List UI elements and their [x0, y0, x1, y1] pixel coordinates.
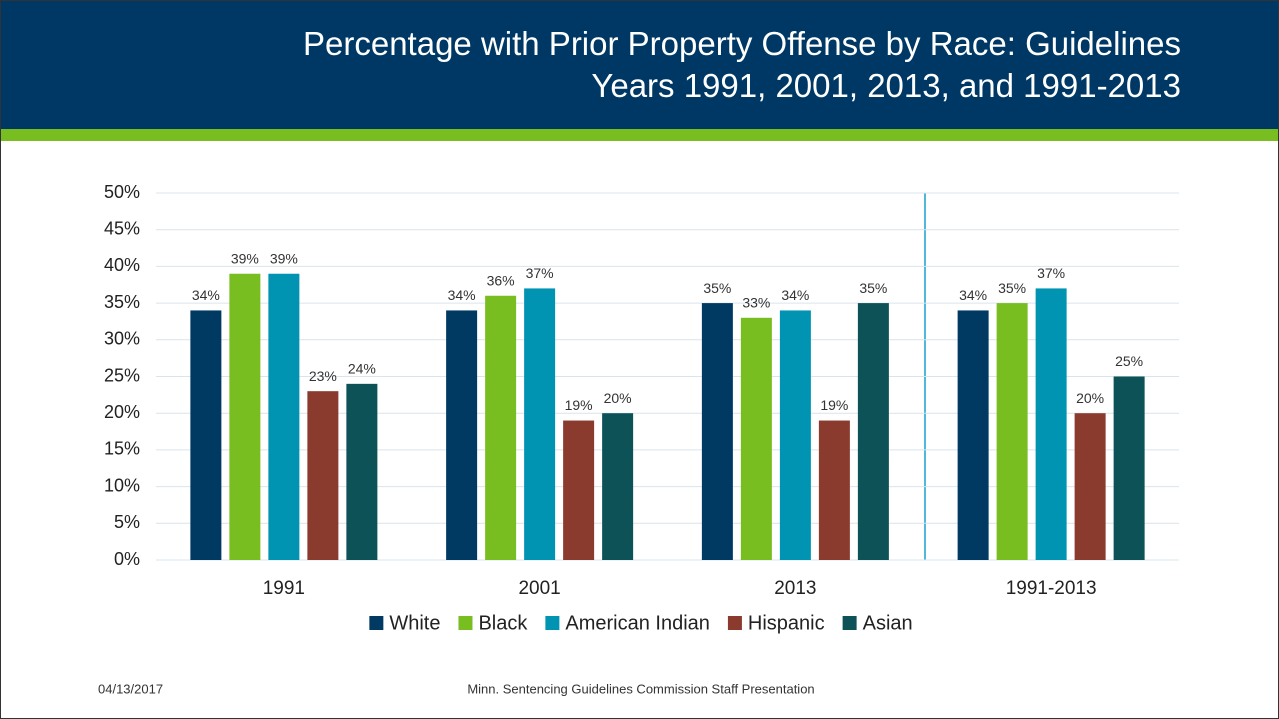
data-label: 34% — [448, 287, 476, 303]
data-label: 19% — [820, 397, 848, 413]
data-label: 34% — [959, 287, 987, 303]
bar — [268, 273, 300, 560]
footer-date: 04/13/2017 — [98, 681, 163, 696]
bar — [996, 303, 1028, 560]
data-label: 35% — [859, 280, 887, 296]
x-tick-label: 2001 — [518, 578, 560, 599]
y-tick-label: 25% — [104, 365, 140, 385]
y-tick-label: 10% — [104, 475, 140, 495]
bar — [857, 303, 889, 560]
y-tick-label: 15% — [104, 439, 140, 459]
bar — [740, 317, 772, 560]
bar — [307, 391, 339, 560]
data-label: 39% — [270, 250, 298, 266]
bar — [229, 273, 261, 560]
legend-swatch — [545, 616, 560, 630]
bar — [1035, 288, 1067, 560]
legend-label: White — [389, 612, 440, 634]
data-label: 36% — [487, 272, 515, 288]
x-tick-label: 2013 — [774, 578, 816, 599]
data-label: 35% — [703, 280, 731, 296]
data-label: 34% — [192, 287, 220, 303]
bar — [485, 295, 517, 560]
y-tick-label: 45% — [104, 218, 140, 238]
data-label: 37% — [1037, 265, 1065, 281]
data-label: 20% — [1076, 390, 1104, 406]
y-tick-label: 50% — [104, 182, 140, 202]
data-label: 25% — [1115, 353, 1143, 369]
y-tick-label: 0% — [114, 549, 140, 569]
bar — [818, 420, 850, 560]
bar — [524, 288, 556, 560]
bar — [701, 303, 733, 560]
x-tick-label: 1991 — [263, 578, 305, 599]
y-tick-label: 35% — [104, 292, 140, 312]
y-tick-label: 20% — [104, 402, 140, 422]
header-band — [1, 1, 1278, 129]
legend-label: Hispanic — [748, 612, 825, 634]
legend-label: Black — [478, 612, 528, 634]
data-label: 23% — [309, 368, 337, 384]
data-label: 24% — [348, 361, 376, 377]
data-label: 37% — [526, 265, 554, 281]
legend-swatch — [727, 616, 742, 630]
data-label: 34% — [781, 287, 809, 303]
data-label: 20% — [604, 390, 632, 406]
data-label: 39% — [231, 250, 259, 266]
bar — [1074, 413, 1106, 560]
x-tick-label: 1991-2013 — [1006, 578, 1097, 599]
bar — [957, 310, 989, 560]
legend-swatch — [369, 616, 384, 630]
accent-stripe — [1, 129, 1278, 141]
data-label: 35% — [998, 280, 1026, 296]
data-label: 19% — [565, 397, 593, 413]
legend-swatch — [458, 616, 473, 630]
bar — [563, 420, 595, 560]
legend-label: Asian — [863, 612, 913, 634]
footer-text: Minn. Sentencing Guidelines Commission S… — [467, 681, 814, 696]
chart-title: Percentage with Prior Property Offense b… — [303, 25, 1181, 104]
bar — [346, 383, 378, 560]
data-label: 33% — [742, 294, 770, 310]
y-tick-label: 30% — [104, 329, 140, 349]
bar — [779, 310, 811, 560]
bar — [602, 413, 634, 560]
bar — [1113, 376, 1145, 560]
y-tick-label: 40% — [104, 255, 140, 275]
legend-swatch — [842, 616, 857, 630]
bar — [190, 310, 222, 560]
bar — [446, 310, 478, 560]
legend-label: American Indian — [565, 612, 710, 634]
y-tick-label: 5% — [114, 512, 140, 532]
